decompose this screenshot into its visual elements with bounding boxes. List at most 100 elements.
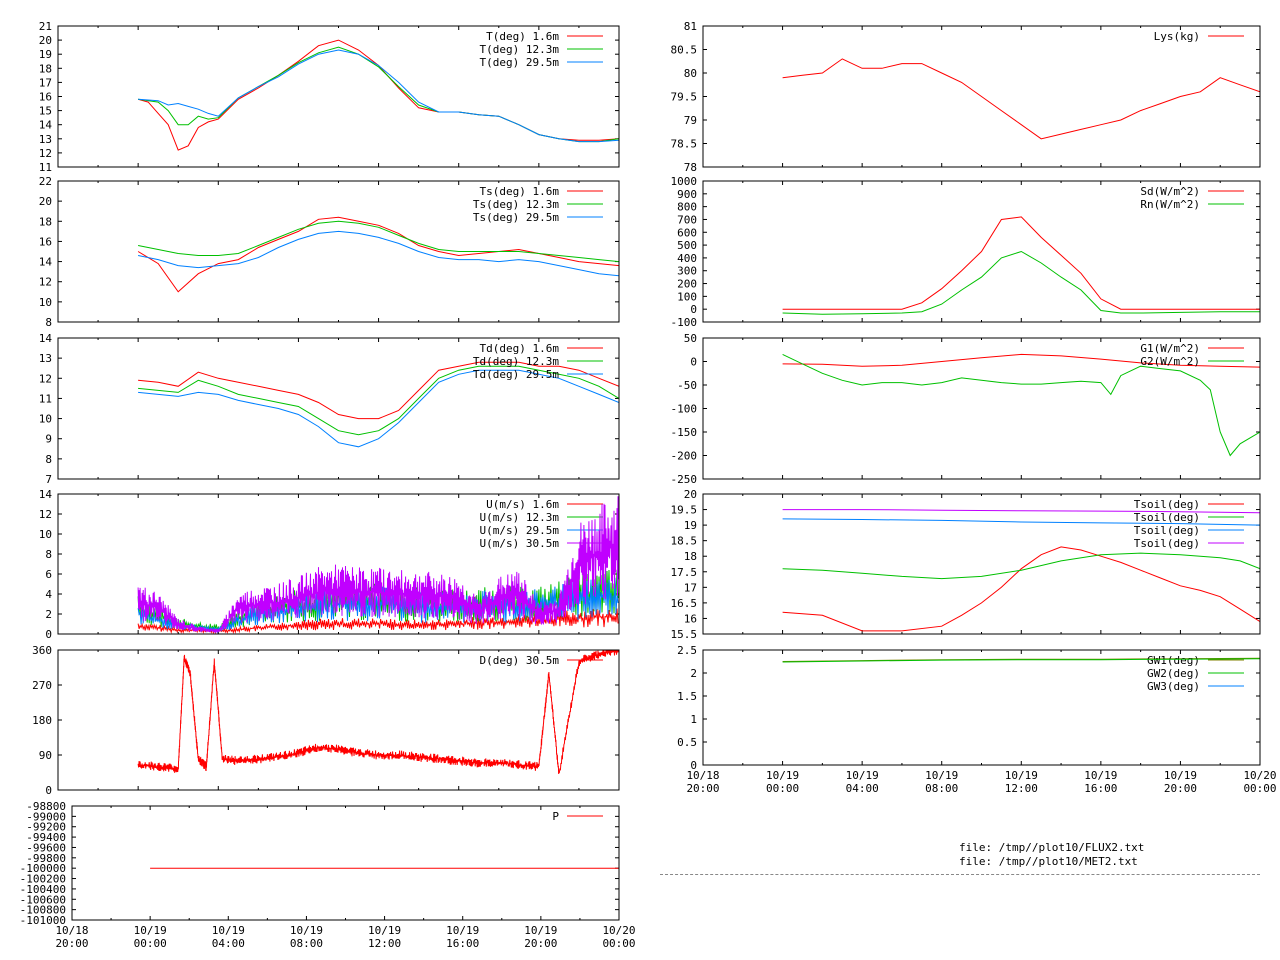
x-tick-label: 10/20 00:00: [1243, 769, 1276, 795]
y-tick-label: 15: [39, 105, 52, 118]
y-tick-label: -100400: [20, 883, 66, 896]
y-tick-label: 700: [677, 213, 697, 226]
y-tick-label: 4: [45, 588, 52, 601]
y-tick-label: 11: [39, 392, 52, 405]
y-tick-label: 81: [684, 20, 697, 33]
y-tick-label: 80: [684, 67, 697, 80]
legend-label: T(deg) 1.6m: [486, 30, 559, 43]
y-tick-label: 400: [677, 252, 697, 265]
plot-frame: [71, 805, 620, 921]
y-tick-label: -100200: [20, 873, 66, 886]
y-tick-label: 90: [39, 749, 52, 762]
legend-label: GW1(deg): [1147, 654, 1200, 667]
legend-label: T(deg) 12.3m: [480, 43, 560, 56]
y-tick-label: 21: [39, 20, 52, 33]
y-tick-label: 300: [677, 265, 697, 278]
series-td-0: [138, 361, 619, 420]
y-tick-label: 0: [45, 784, 52, 797]
plot-frame: [57, 337, 620, 480]
legend-label: Rn(W/m^2): [1140, 198, 1200, 211]
y-tick-label: -100: [671, 403, 698, 416]
y-tick-label: 900: [677, 188, 697, 201]
legend-label: Tsoil(deg): [1134, 511, 1200, 524]
y-tick-label: 2: [690, 667, 697, 680]
y-tick-label: 78.5: [671, 138, 698, 151]
footer-divider: [660, 874, 1260, 875]
y-tick-label: 0: [690, 356, 697, 369]
panel-tsoil: 15.5 16 16.5 17 17.5 18 18.5 19 19.5 20 Tsoil(deg)…: [671, 488, 1261, 641]
legend-label: U(m/s) 29.5m: [480, 524, 560, 537]
series-td-2: [138, 369, 619, 448]
y-tick-label: 180: [32, 714, 52, 727]
y-tick-label: 19: [39, 48, 52, 61]
legend-label: G2(W/m^2): [1140, 355, 1200, 368]
y-tick-label: 14: [39, 488, 53, 501]
series-rad-1: [782, 250, 1260, 315]
y-tick-label: 13: [39, 133, 52, 146]
y-tick-label: 1.5: [677, 690, 697, 703]
x-tick-label: 10/19 00:00: [134, 924, 167, 950]
y-tick-label: 6: [45, 568, 52, 581]
legend-label: T(deg) 29.5m: [480, 56, 560, 69]
y-tick-label: 80.5: [671, 44, 698, 57]
x-tick-label: 10/19 04:00: [846, 769, 879, 795]
plot-frame: [702, 649, 1261, 766]
series-gw-1: [782, 658, 1260, 663]
series-tsoil-0: [782, 546, 1260, 632]
x-tick-label: 10/18 20:00: [686, 769, 719, 795]
y-tick-label: 14: [39, 256, 53, 269]
legend-label: Td(deg) 1.6m: [480, 342, 560, 355]
series-t-2: [138, 49, 619, 143]
y-tick-label: 18: [39, 62, 52, 75]
y-tick-label: -200: [671, 450, 698, 463]
x-tick-label: 10/19 12:00: [1005, 769, 1038, 795]
y-tick-label: 8: [45, 316, 52, 329]
y-tick-label: 16: [39, 91, 52, 104]
legend-label: Ts(deg) 1.6m: [480, 185, 560, 198]
panel-p: -101000-100800-100600-100400-100200-1000…: [20, 800, 636, 950]
legend-label: Ts(deg) 12.3m: [473, 198, 559, 211]
x-tick-label: 10/20 00:00: [602, 924, 635, 950]
legend-label: P: [552, 810, 559, 823]
y-tick-label: 18: [39, 215, 52, 228]
legend-label: Sd(W/m^2): [1140, 185, 1200, 198]
y-tick-label: -100: [671, 316, 698, 329]
plot-frame: [702, 493, 1261, 635]
plot-frame: [702, 180, 1261, 323]
y-tick-label: 12: [39, 508, 52, 521]
legend-label: Ts(deg) 29.5m: [473, 211, 559, 224]
series-d-0: [137, 650, 619, 774]
y-tick-label: 20: [684, 488, 697, 501]
series-lys-0: [782, 58, 1260, 140]
y-tick-label: 50: [684, 332, 697, 345]
y-tick-label: 10: [39, 528, 52, 541]
y-tick-label: -99400: [26, 831, 66, 844]
x-tick-label: 10/18 20:00: [55, 924, 88, 950]
y-tick-label: 0: [690, 759, 697, 772]
series-tsoil-2: [782, 518, 1260, 526]
x-tick-label: 10/19 20:00: [1164, 769, 1197, 795]
y-tick-label: -150: [671, 426, 698, 439]
plot-frame: [57, 649, 620, 791]
series-tsoil-1: [782, 552, 1260, 580]
series-td-1: [138, 365, 619, 436]
plot-frame: [57, 25, 620, 168]
x-tick-label: 10/19 12:00: [368, 924, 401, 950]
y-tick-label: 0: [690, 303, 697, 316]
y-tick-label: 20: [39, 195, 52, 208]
y-tick-label: 19: [684, 519, 697, 532]
panel-g: -250 -200 -150 -100 -50 0 50 G1(W/m^2)G2(W/m^2): [671, 332, 1261, 486]
legend-label: Td(deg) 29.5m: [473, 368, 559, 381]
series-ts-1: [138, 220, 619, 263]
y-tick-label: 500: [677, 239, 697, 252]
y-tick-label: -250: [671, 473, 698, 486]
legend-label: Tsoil(deg): [1134, 524, 1200, 537]
legend-label: GW2(deg): [1147, 667, 1200, 680]
y-tick-label: 2.5: [677, 644, 697, 657]
y-tick-label: 14: [39, 332, 53, 345]
plot-frame: [702, 25, 1261, 168]
series-tsoil-3: [782, 509, 1260, 514]
